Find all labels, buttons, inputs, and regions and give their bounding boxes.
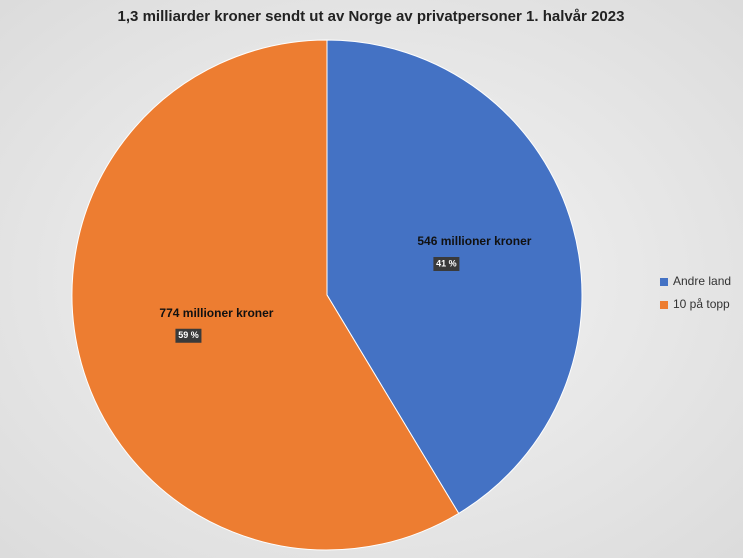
pie-slice: [326, 39, 583, 515]
legend-swatch: [660, 278, 668, 286]
pie-slice: [71, 39, 460, 551]
data-label: 546 millioner kroner: [417, 234, 531, 248]
chart-title: 1,3 milliarder kroner sendt ut av Norge …: [118, 8, 625, 25]
percent-label-box: [175, 328, 202, 343]
percent-label: 41 %: [436, 258, 457, 268]
percent-label-box: [433, 256, 460, 271]
legend-swatch: [660, 301, 668, 309]
percent-label: 59 %: [178, 330, 199, 340]
legend-label: Andre land: [673, 274, 731, 288]
data-label: 774 millioner kroner: [159, 306, 273, 320]
legend-label: 10 på topp: [673, 297, 730, 311]
